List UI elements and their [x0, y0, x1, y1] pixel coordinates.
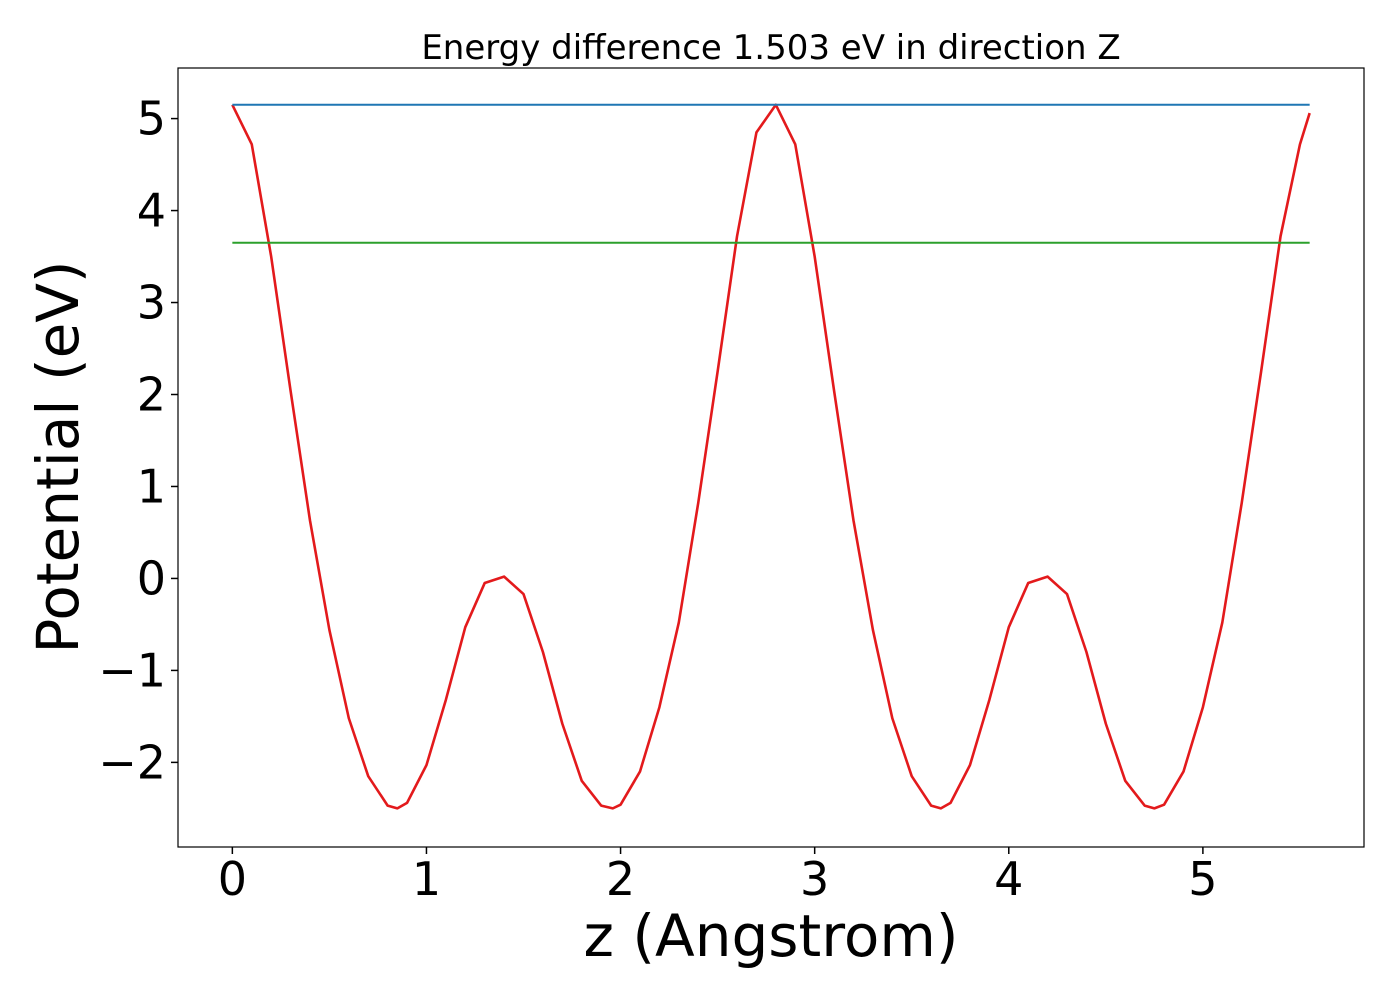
y-axis: −2 −1 0 1 2 3 4 5	[98, 92, 178, 789]
y-tick-label: 5	[137, 92, 166, 146]
y-tick-label: −1	[98, 643, 166, 697]
y-tick-label: −2	[98, 735, 166, 789]
x-tick-label: 2	[606, 852, 635, 906]
chart-title: Energy difference 1.503 eV in direction …	[421, 28, 1120, 68]
series-layer	[231, 103, 1311, 810]
x-tick-label: 5	[1188, 852, 1217, 906]
x-tick-label: 0	[218, 852, 247, 906]
x-tick-label: 3	[800, 852, 829, 906]
x-tick-label: 1	[412, 852, 441, 906]
y-tick-label: 3	[137, 276, 166, 330]
plot-frame	[177, 67, 1365, 848]
plot-area: 0 1 2 3 4 5 −2 −1 0 1 2 3 4 5	[98, 67, 1365, 906]
y-tick-label: 2	[137, 367, 166, 421]
y-axis-label: Potential (eV)	[24, 260, 92, 653]
x-tick-label: 4	[994, 852, 1023, 906]
x-axis-label: z (Angstrom)	[584, 902, 959, 970]
y-tick-label: 4	[137, 184, 166, 238]
y-tick-label: 0	[137, 551, 166, 605]
y-tick-label: 1	[137, 459, 166, 513]
x-axis: 0 1 2 3 4 5	[218, 847, 1218, 906]
